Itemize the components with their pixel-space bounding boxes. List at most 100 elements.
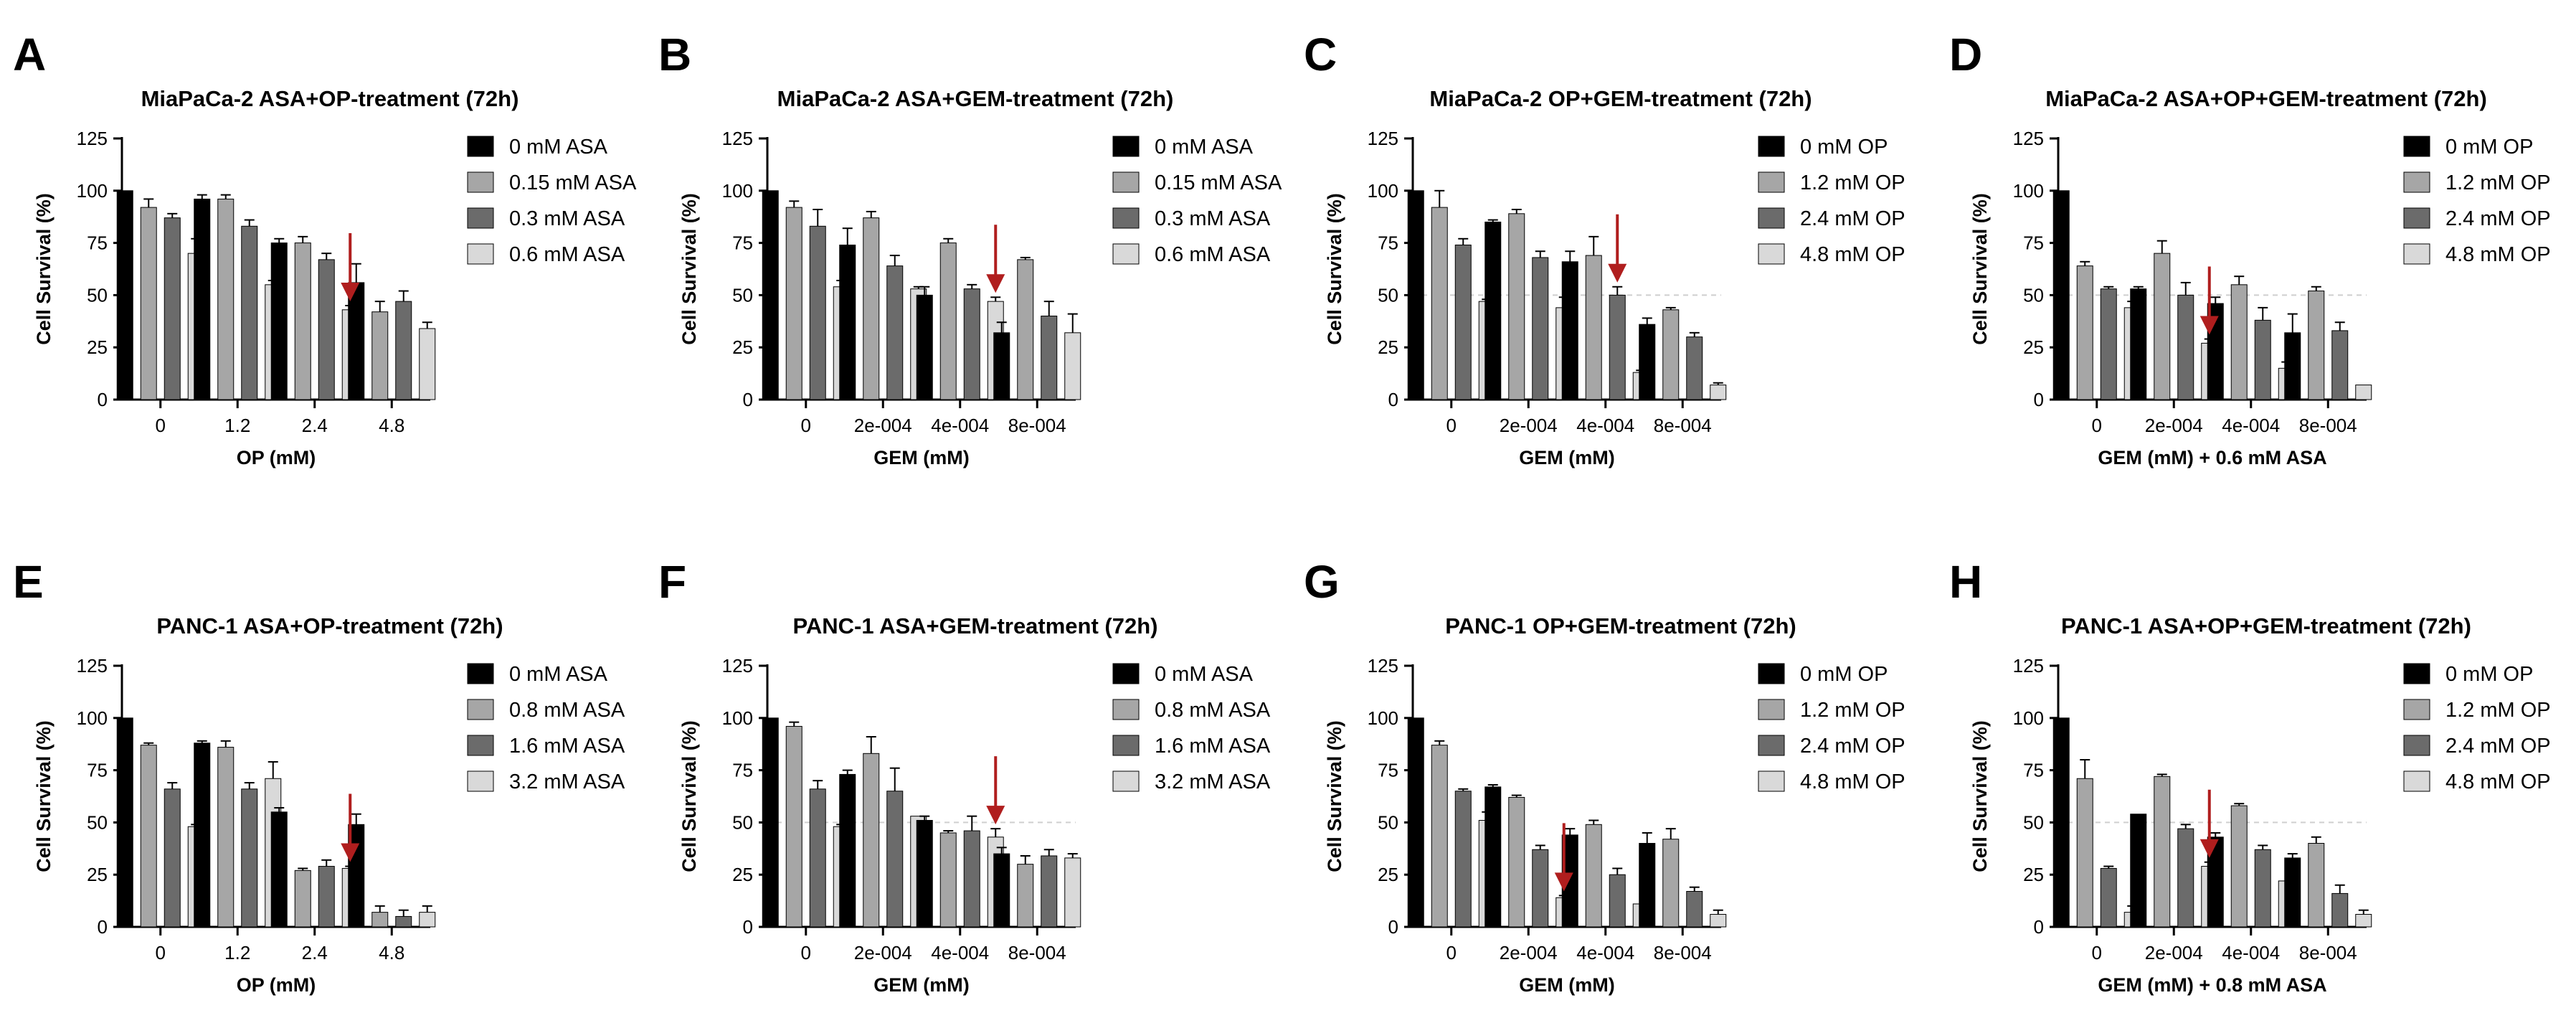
panel-g-bar — [1508, 796, 1525, 928]
panel-e-bar — [116, 717, 133, 928]
panel-c-legend-label: 0 mM OP — [1800, 136, 1888, 159]
panel-b-legend-label: 0.6 mM ASA — [1155, 243, 1271, 266]
panel-d-bar — [2230, 284, 2248, 400]
panel-e-x-tick-label: 4.8 — [379, 942, 404, 963]
panel-h-y-tick-label: 75 — [2023, 760, 2044, 781]
panel-c-arrow-head — [1608, 263, 1627, 283]
panel-e-bar — [241, 788, 258, 928]
panel-h-y-tick-label: 0 — [2034, 916, 2044, 938]
panel-g-arrow — [1554, 823, 1573, 892]
panel-f-legend-label: 1.6 mM ASA — [1155, 735, 1271, 758]
panel-g-title: PANC-1 OP+GEM-treatment (72h) — [1445, 613, 1796, 638]
panel-h-legend-label: 1.2 mM OP — [2445, 699, 2551, 722]
panel-d-y-tick-label: 50 — [2023, 284, 2044, 306]
panel-h-ylabel: Cell Survival (%) — [1969, 720, 1991, 872]
panel-b-bar — [963, 288, 980, 400]
panel-c-legend-label: 4.8 mM OP — [1800, 243, 1905, 266]
panel-b-y-tick-label: 0 — [743, 389, 753, 410]
panel-f-arrow — [986, 756, 1005, 825]
panel-b-y-tick-label: 50 — [732, 284, 753, 306]
panel-c-legend-swatch — [1758, 171, 1785, 193]
panel-e-legend-label: 1.6 mM ASA — [509, 735, 625, 758]
panel-h-bar — [2154, 776, 2171, 928]
panel-h-legend-label: 2.4 mM OP — [2445, 735, 2551, 758]
panel-a-bar — [395, 301, 412, 400]
panel-b-legend-label: 0 mM ASA — [1155, 136, 1254, 159]
panel-c-x-tick-label: 4e-004 — [1576, 415, 1634, 436]
panel-h-bar — [2076, 778, 2093, 928]
panel-a-legend-label: 0.6 mM ASA — [509, 243, 625, 266]
panel-f-bar — [839, 773, 856, 928]
panel-e-bar — [395, 915, 412, 928]
panel-f-bar — [1041, 855, 1058, 928]
panel-h-bar — [2284, 857, 2301, 928]
panel-g-bar — [1407, 717, 1424, 928]
panel-b-x-tick-label: 0 — [801, 415, 811, 436]
panel-c-legend-label: 2.4 mM OP — [1800, 207, 1905, 230]
panel-c-x-tick-label: 8e-004 — [1654, 415, 1712, 436]
panel-b-legend-swatch — [1112, 207, 1140, 229]
panel-c-bar — [1454, 245, 1472, 400]
panel-c-legend-label: 1.2 mM OP — [1800, 171, 1905, 194]
panel-c-xlabel: GEM (mM) — [1519, 447, 1614, 468]
panel-e-bar — [164, 788, 181, 928]
panel-b-bar — [839, 245, 856, 400]
panel-e-y-tick-label: 100 — [77, 707, 108, 729]
panel-h-bar — [2254, 849, 2271, 928]
panel-a-bar — [217, 198, 235, 400]
panel-d-x-tick-label: 2e-004 — [2145, 415, 2203, 436]
panel-d-legend-swatch — [2403, 207, 2430, 229]
panel-c-ylabel: Cell Survival (%) — [1324, 193, 1345, 345]
panel-f-ylabel: Cell Survival (%) — [678, 720, 700, 872]
panel-a-legend-swatch — [467, 243, 494, 265]
panel-g-legend-label: 1.2 mM OP — [1800, 699, 1905, 722]
panel-g-legend-label: 0 mM OP — [1800, 663, 1888, 686]
panel-a-bar — [164, 217, 181, 400]
panel-f-legend-label: 3.2 mM ASA — [1155, 770, 1271, 793]
panel-e: E PANC-1 ASA+OP-treatment (72h) 0 25 50 75 10… — [13, 556, 625, 996]
panel-h-xlabel: GEM (mM) + 0.8 mM ASA — [2098, 974, 2326, 996]
panel-b-legend-swatch — [1112, 243, 1140, 265]
panel-g-bar — [1532, 849, 1549, 928]
panel-h-bar — [2130, 814, 2147, 928]
panel-g-legend-label: 2.4 mM OP — [1800, 735, 1905, 758]
panel-e-y-tick-label: 50 — [87, 811, 108, 833]
panel-g-ylabel: Cell Survival (%) — [1324, 720, 1345, 872]
panel-f-legend-swatch — [1112, 699, 1140, 720]
panel-g-bar — [1609, 874, 1626, 928]
panel-f-legend-label: 0.8 mM ASA — [1155, 699, 1271, 722]
panel-b-bar — [939, 242, 957, 400]
panel-e-legend-swatch — [467, 735, 494, 756]
panel-b-xlabel: GEM (mM) — [873, 447, 969, 468]
panel-g-y-tick-label: 125 — [1368, 655, 1398, 677]
panel-g-bar — [1710, 914, 1727, 928]
panel-d-x-tick-label: 8e-004 — [2299, 415, 2357, 436]
panel-f-y-tick-label: 75 — [732, 760, 753, 781]
panel-d: D MiaPaCa-2 ASA+OP+GEM-treatment (72h) 0 2… — [1949, 29, 2551, 468]
panel-b-legend-swatch — [1112, 136, 1140, 157]
panel-g-bar — [1639, 843, 1656, 928]
panel-c-legend-swatch — [1758, 207, 1785, 229]
panel-c-title: MiaPaCa-2 OP+GEM-treatment (72h) — [1429, 86, 1812, 111]
panel-h-legend-label: 4.8 mM OP — [2445, 770, 2551, 793]
panel-h-x-tick-label: 4e-004 — [2222, 942, 2280, 963]
panel-h-bar — [2308, 843, 2325, 928]
panel-a-legend-swatch — [467, 171, 494, 193]
panel-b-letter: B — [658, 29, 691, 80]
panel-a-bar — [348, 282, 365, 400]
panel-h-bar — [2355, 914, 2372, 928]
panel-c-bar — [1662, 309, 1680, 400]
panel-e-x-tick-label: 2.4 — [302, 942, 328, 963]
panel-e-x-tick-label: 1.2 — [224, 942, 250, 963]
panel-a-x-tick-label: 4.8 — [379, 415, 404, 436]
panel-d-y-tick-label: 25 — [2023, 336, 2044, 358]
panel-a-bar — [140, 207, 157, 400]
panel-c-bar — [1710, 385, 1727, 400]
panel-f-legend-swatch — [1112, 770, 1140, 792]
panel-g-x-tick-label: 0 — [1446, 942, 1457, 963]
panel-a-y-tick-label: 100 — [77, 180, 108, 202]
panel-c-bar — [1561, 261, 1578, 400]
panel-f-xlabel: GEM (mM) — [873, 974, 969, 996]
panel-h-y-tick-label: 100 — [2013, 707, 2044, 729]
